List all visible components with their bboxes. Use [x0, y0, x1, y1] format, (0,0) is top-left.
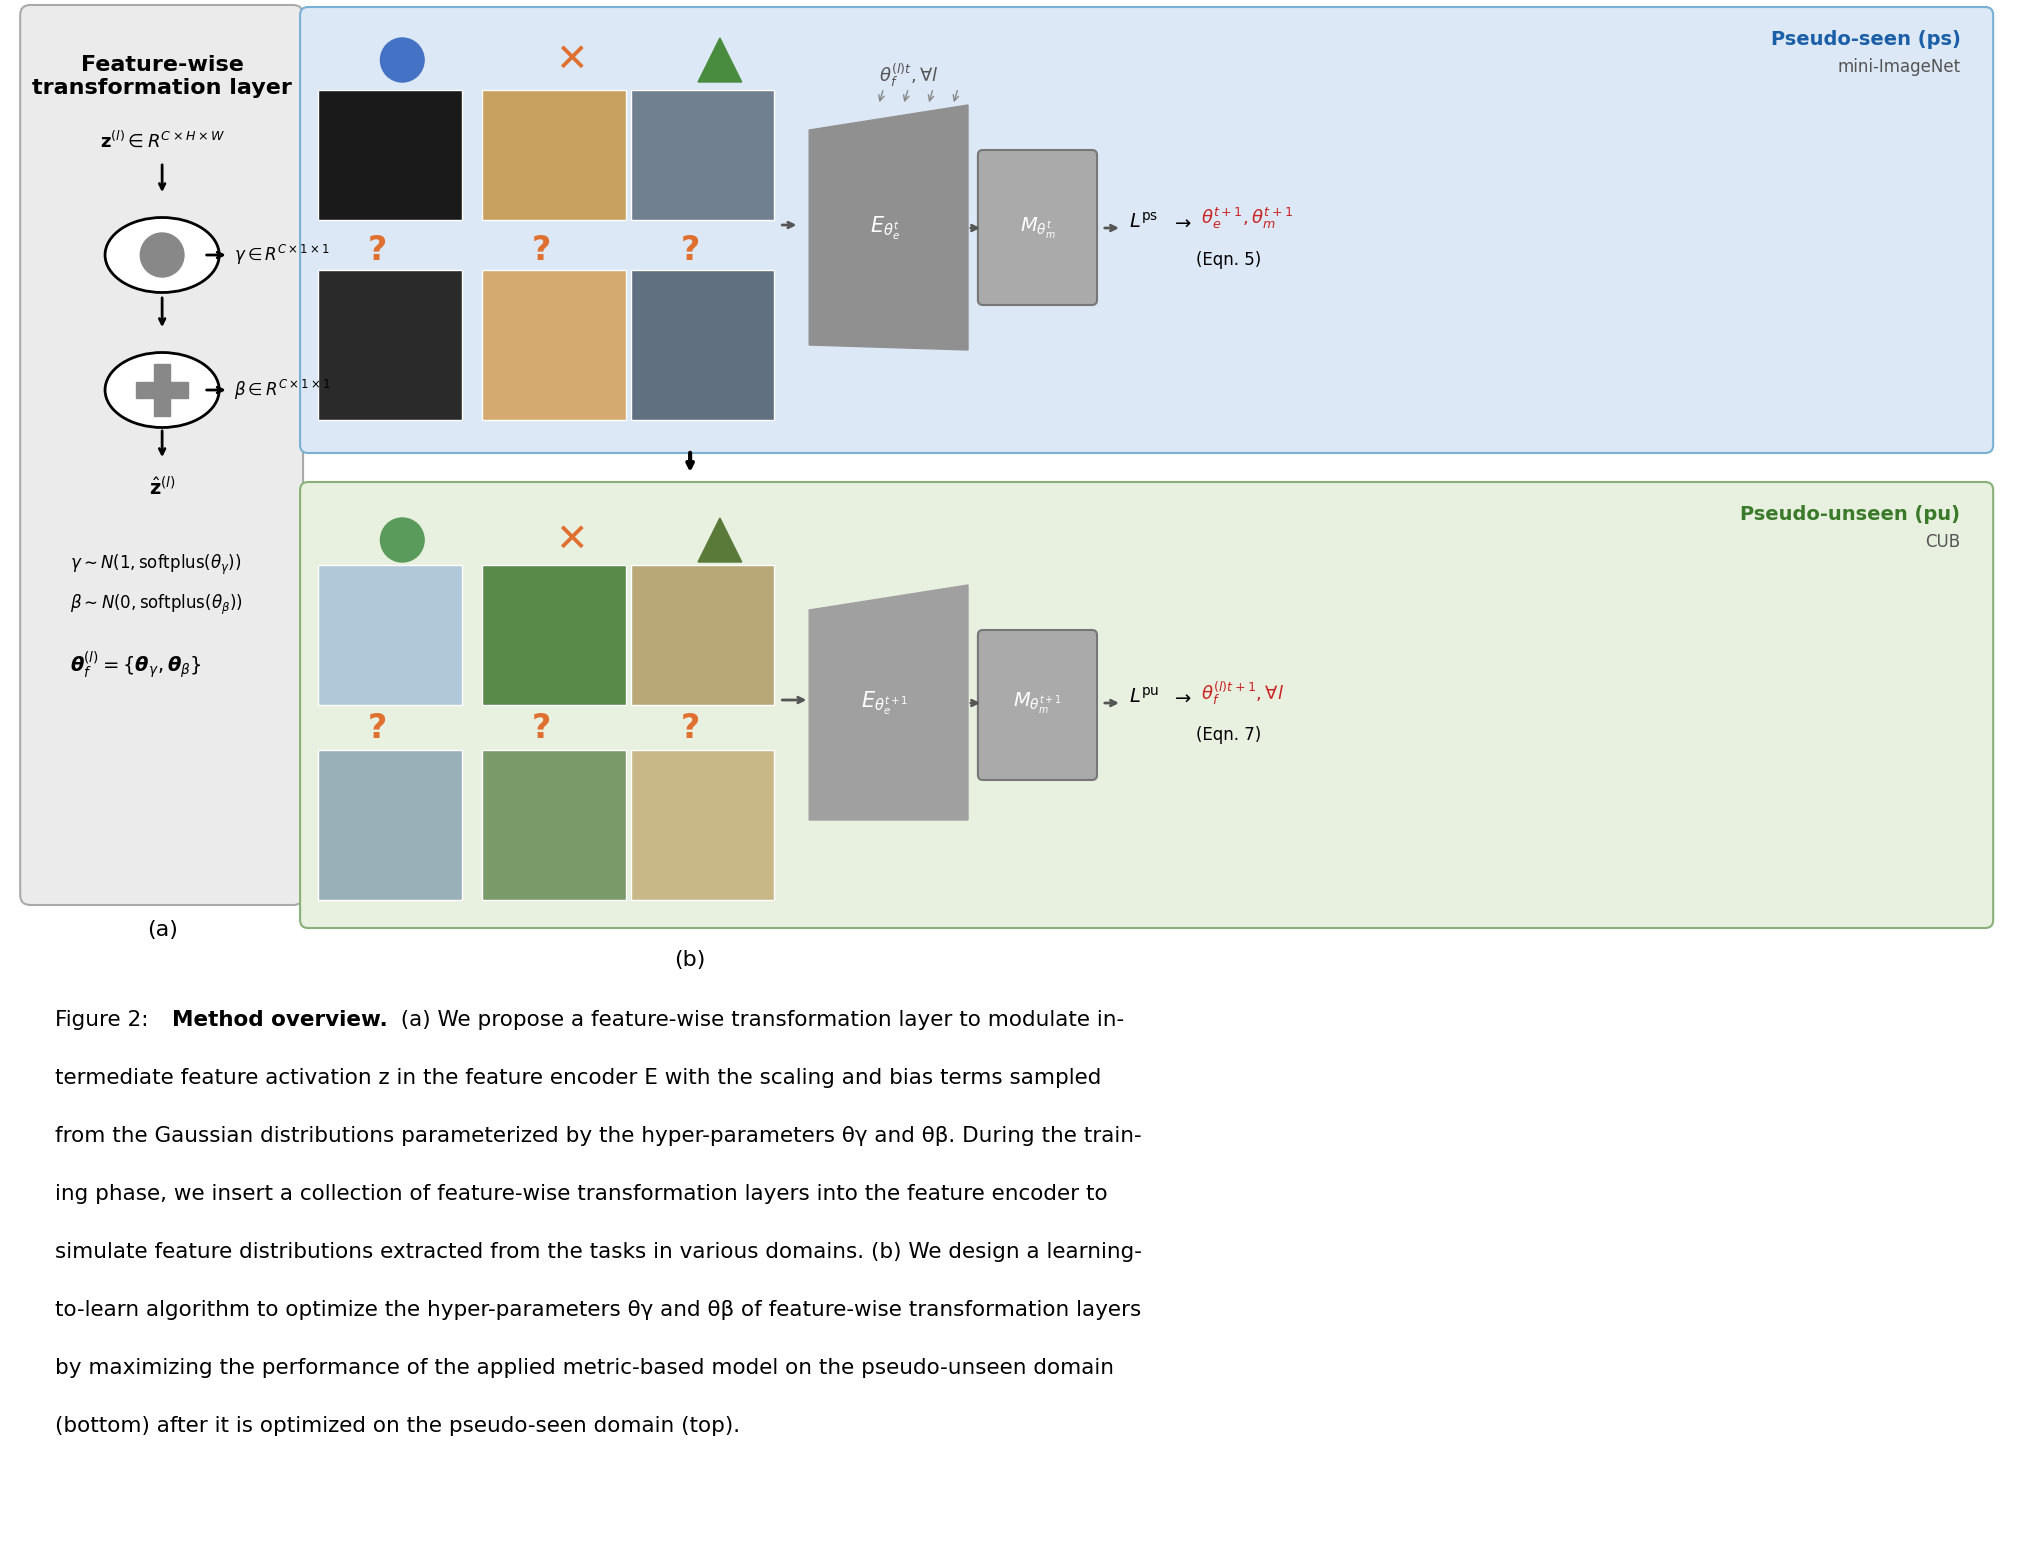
Bar — [137, 381, 188, 398]
Text: ?: ? — [680, 233, 700, 267]
Polygon shape — [698, 39, 743, 82]
Text: Feature-wise
transformation layer: Feature-wise transformation layer — [32, 56, 293, 99]
Text: $E_{\theta^t_e}$: $E_{\theta^t_e}$ — [870, 215, 900, 242]
Text: from the Gaussian distributions parameterized by the hyper-parameters θγ and θβ.: from the Gaussian distributions paramete… — [54, 1126, 1142, 1146]
Text: (Eqn. 5): (Eqn. 5) — [1197, 252, 1261, 269]
Circle shape — [381, 39, 424, 82]
Ellipse shape — [105, 218, 220, 292]
Text: (bottom) after it is optimized on the pseudo-seen domain (top).: (bottom) after it is optimized on the ps… — [54, 1416, 741, 1436]
FancyBboxPatch shape — [482, 750, 626, 900]
Polygon shape — [809, 585, 969, 820]
FancyBboxPatch shape — [319, 90, 462, 219]
Text: $\beta \in R^{C\times 1\times 1}$: $\beta \in R^{C\times 1\times 1}$ — [234, 378, 331, 401]
Ellipse shape — [105, 352, 220, 428]
FancyBboxPatch shape — [319, 270, 462, 420]
FancyBboxPatch shape — [20, 5, 303, 905]
Text: $\theta^{(l)t}_f, \forall l$: $\theta^{(l)t}_f, \forall l$ — [878, 62, 938, 90]
Circle shape — [141, 233, 184, 276]
Text: ?: ? — [367, 233, 387, 267]
Text: $\gamma \sim N(1, \mathrm{softplus}(\theta_\gamma))$: $\gamma \sim N(1, \mathrm{softplus}(\the… — [71, 553, 242, 577]
Text: $E_{\theta^{t+1}_e}$: $E_{\theta^{t+1}_e}$ — [862, 689, 908, 716]
Text: Pseudo-seen (ps): Pseudo-seen (ps) — [1770, 29, 1959, 49]
Text: $\rightarrow$: $\rightarrow$ — [1170, 687, 1193, 707]
Text: $\boldsymbol{\theta}^{(l)}_f = \{\boldsymbol{\theta}_\gamma, \boldsymbol{\theta}: $\boldsymbol{\theta}^{(l)}_f = \{\boldsy… — [71, 648, 202, 681]
FancyBboxPatch shape — [301, 482, 1994, 928]
Text: $L^{\rm ps}$: $L^{\rm ps}$ — [1128, 212, 1158, 232]
Text: ?: ? — [367, 712, 387, 744]
Text: $\theta^{(l)t+1}_f, \forall l$: $\theta^{(l)t+1}_f, \forall l$ — [1201, 679, 1283, 707]
Text: $\gamma \in R^{C\times 1\times 1}$: $\gamma \in R^{C\times 1\times 1}$ — [234, 242, 329, 267]
FancyBboxPatch shape — [301, 8, 1994, 452]
Text: $\theta^{t+1}_e, \theta^{t+1}_m$: $\theta^{t+1}_e, \theta^{t+1}_m$ — [1201, 205, 1294, 230]
Polygon shape — [809, 105, 969, 350]
Text: to-learn algorithm to optimize the hyper-parameters θγ and θβ of feature-wise tr: to-learn algorithm to optimize the hyper… — [54, 1300, 1142, 1320]
FancyBboxPatch shape — [979, 630, 1098, 780]
Text: simulate feature distributions extracted from the tasks in various domains. (b) : simulate feature distributions extracted… — [54, 1241, 1142, 1261]
FancyBboxPatch shape — [319, 750, 462, 900]
Text: $L^{\rm pu}$: $L^{\rm pu}$ — [1128, 687, 1158, 707]
FancyBboxPatch shape — [979, 150, 1098, 306]
Text: ?: ? — [531, 712, 551, 744]
Text: ing phase, we insert a collection of feature-wise transformation layers into the: ing phase, we insert a collection of fea… — [54, 1184, 1108, 1204]
Text: CUB: CUB — [1925, 533, 1959, 551]
Text: $M_{\theta^{t+1}_m}$: $M_{\theta^{t+1}_m}$ — [1013, 690, 1061, 715]
Text: $M_{\theta^t_m}$: $M_{\theta^t_m}$ — [1019, 216, 1055, 241]
Text: (a): (a) — [147, 920, 178, 940]
Text: Pseudo-unseen (pu): Pseudo-unseen (pu) — [1740, 505, 1959, 523]
Text: ?: ? — [531, 233, 551, 267]
FancyBboxPatch shape — [630, 270, 775, 420]
Text: Method overview.: Method overview. — [172, 1010, 387, 1030]
Text: ?: ? — [680, 712, 700, 744]
FancyBboxPatch shape — [482, 565, 626, 706]
Polygon shape — [698, 517, 743, 562]
Text: by maximizing the performance of the applied metric-based model on the pseudo-un: by maximizing the performance of the app… — [54, 1359, 1114, 1377]
Text: $\beta \sim N(0, \mathrm{softplus}(\theta_\beta))$: $\beta \sim N(0, \mathrm{softplus}(\thet… — [71, 593, 242, 618]
Text: Figure 2:: Figure 2: — [54, 1010, 155, 1030]
FancyBboxPatch shape — [630, 565, 775, 706]
FancyBboxPatch shape — [482, 270, 626, 420]
Circle shape — [381, 517, 424, 562]
FancyBboxPatch shape — [630, 90, 775, 219]
Text: $\hat{\mathbf{z}}^{(l)}$: $\hat{\mathbf{z}}^{(l)}$ — [149, 477, 176, 500]
Text: termediate feature activation z in the feature encoder E with the scaling and bi: termediate feature activation z in the f… — [54, 1068, 1102, 1089]
Text: ✕: ✕ — [555, 42, 587, 79]
FancyBboxPatch shape — [630, 750, 775, 900]
Bar — [153, 364, 170, 415]
Text: (Eqn. 7): (Eqn. 7) — [1197, 726, 1261, 744]
Text: $\rightarrow$: $\rightarrow$ — [1170, 213, 1193, 232]
Text: ✕: ✕ — [555, 520, 587, 559]
Text: (a) We propose a feature-wise transformation layer to modulate in-: (a) We propose a feature-wise transforma… — [387, 1010, 1124, 1030]
Text: $\mathbf{z}^{(l)} \in R^{C\times H\times W}$: $\mathbf{z}^{(l)} \in R^{C\times H\times… — [99, 130, 224, 150]
Text: mini-ImageNet: mini-ImageNet — [1836, 59, 1959, 76]
Text: (b): (b) — [674, 950, 706, 970]
FancyBboxPatch shape — [482, 90, 626, 219]
FancyBboxPatch shape — [319, 565, 462, 706]
